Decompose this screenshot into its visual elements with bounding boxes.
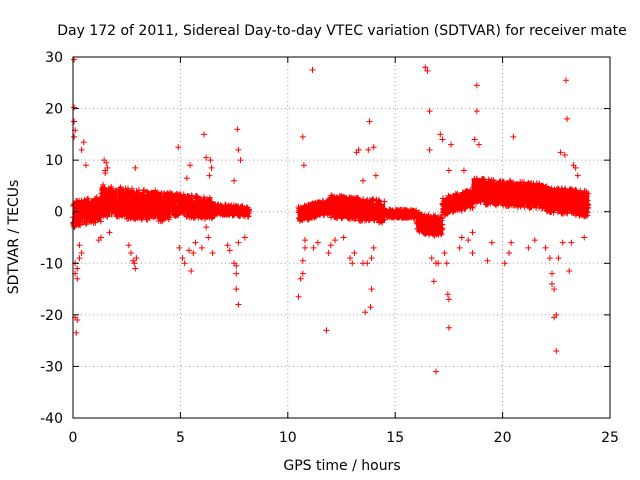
dense-band-3 [166,189,216,222]
y-axis-title: SDTVAR / TECUs [6,180,22,295]
dense-band-1 [70,194,104,230]
dense-band-5 [295,195,334,224]
band-point [97,218,104,225]
band-point [381,198,388,205]
band-point [101,184,108,191]
dense-band-8 [413,209,446,239]
chart-title: Day 172 of 2011, Sidereal Day-to-day VTE… [57,23,627,39]
band-point [246,206,253,213]
band-point [375,197,382,204]
dense-data-bands [70,175,592,239]
dense-band-2 [97,183,173,225]
x-axis-title: GPS time / hours [283,458,400,474]
dense-band-4 [209,201,253,220]
dense-band-10 [469,175,549,212]
dense-band-7 [381,206,420,222]
band-point [93,194,100,201]
band-point [139,214,146,221]
band-point [328,214,335,221]
dense-band-6 [327,192,388,226]
